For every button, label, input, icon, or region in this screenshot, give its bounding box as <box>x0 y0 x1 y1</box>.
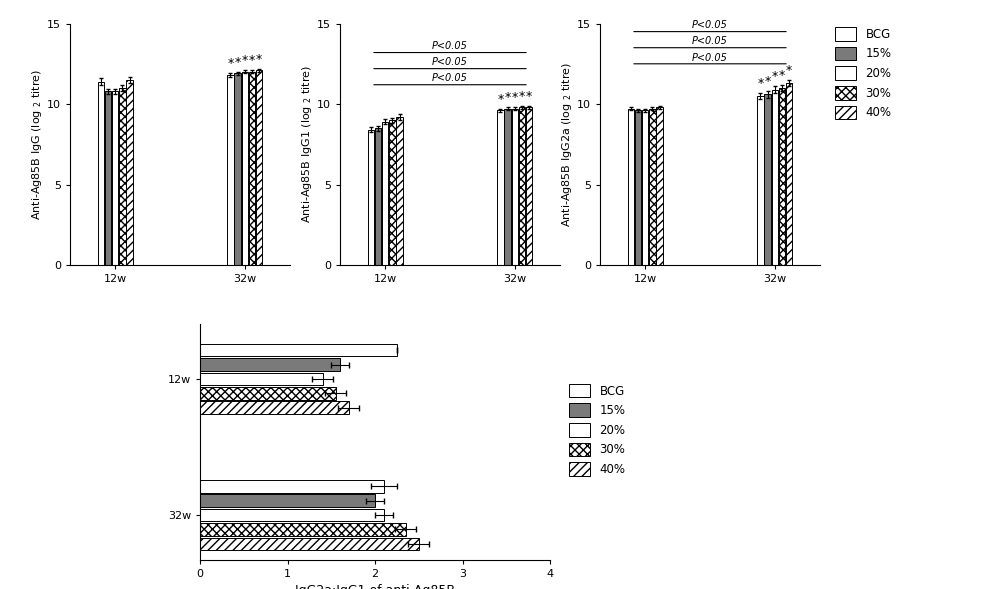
Text: *: * <box>764 75 771 88</box>
Bar <box>126 80 133 265</box>
Text: *: * <box>779 69 785 82</box>
Text: *: * <box>786 64 792 77</box>
Bar <box>200 373 322 385</box>
Bar <box>200 509 384 521</box>
Text: *: * <box>227 57 234 70</box>
Bar <box>368 130 374 265</box>
Bar <box>779 88 785 265</box>
Bar <box>772 90 778 265</box>
Bar <box>375 128 381 265</box>
Bar <box>98 81 104 265</box>
Text: *: * <box>504 91 511 104</box>
Legend: BCG, 15%, 20%, 30%, 40%: BCG, 15%, 20%, 30%, 40% <box>566 382 628 478</box>
X-axis label: IgG2a:IgG1 of anti-Ag85B: IgG2a:IgG1 of anti-Ag85B <box>295 584 455 589</box>
Bar <box>519 107 525 265</box>
Text: *: * <box>757 77 764 90</box>
Text: *: * <box>234 56 241 69</box>
Legend: BCG, 15%, 20%, 30%, 40%: BCG, 15%, 20%, 30%, 40% <box>833 25 894 122</box>
Y-axis label: Anti-Ag85B IgG1 (log $_{2}$ titre): Anti-Ag85B IgG1 (log $_{2}$ titre) <box>300 65 314 223</box>
Bar <box>112 91 118 265</box>
Bar <box>382 122 388 265</box>
Text: *: * <box>497 93 504 106</box>
Bar <box>200 358 340 371</box>
Text: *: * <box>512 91 518 104</box>
Bar <box>786 83 792 265</box>
Text: *: * <box>249 54 255 67</box>
Bar <box>256 70 262 265</box>
Bar <box>200 387 336 400</box>
Bar <box>200 344 397 356</box>
Text: *: * <box>772 71 778 84</box>
Y-axis label: Anti-Ag85B IgG2a (log $_{2}$ titre): Anti-Ag85B IgG2a (log $_{2}$ titre) <box>560 62 574 227</box>
Bar <box>389 120 396 265</box>
Text: *: * <box>519 90 525 102</box>
Bar <box>200 523 406 536</box>
Bar <box>200 480 384 492</box>
Text: *: * <box>242 54 248 67</box>
Bar <box>504 109 511 265</box>
Bar <box>656 107 663 265</box>
Text: P<0.05: P<0.05 <box>692 37 728 47</box>
Bar <box>628 109 634 265</box>
Bar <box>396 117 403 265</box>
Bar <box>526 107 532 265</box>
Bar <box>242 72 248 265</box>
Text: P<0.05: P<0.05 <box>432 57 468 67</box>
Bar <box>642 111 648 265</box>
Bar <box>200 494 375 507</box>
Text: P<0.05: P<0.05 <box>432 41 468 51</box>
Bar <box>119 88 126 265</box>
Bar <box>512 109 518 265</box>
Y-axis label: Anti-Ag85B IgG (log $_{2}$ titre): Anti-Ag85B IgG (log $_{2}$ titre) <box>30 69 44 220</box>
Text: P<0.05: P<0.05 <box>432 74 468 84</box>
Bar <box>249 72 255 265</box>
Text: P<0.05: P<0.05 <box>692 52 728 62</box>
Text: *: * <box>526 90 532 102</box>
Bar <box>757 96 764 265</box>
Text: P<0.05: P<0.05 <box>692 21 728 30</box>
Text: *: * <box>256 53 262 66</box>
Bar <box>649 109 656 265</box>
Bar <box>200 538 419 550</box>
Bar <box>105 91 111 265</box>
Bar <box>764 94 771 265</box>
Bar <box>497 111 504 265</box>
Bar <box>200 401 349 414</box>
Bar <box>227 75 234 265</box>
Bar <box>234 74 241 265</box>
Bar <box>635 111 641 265</box>
